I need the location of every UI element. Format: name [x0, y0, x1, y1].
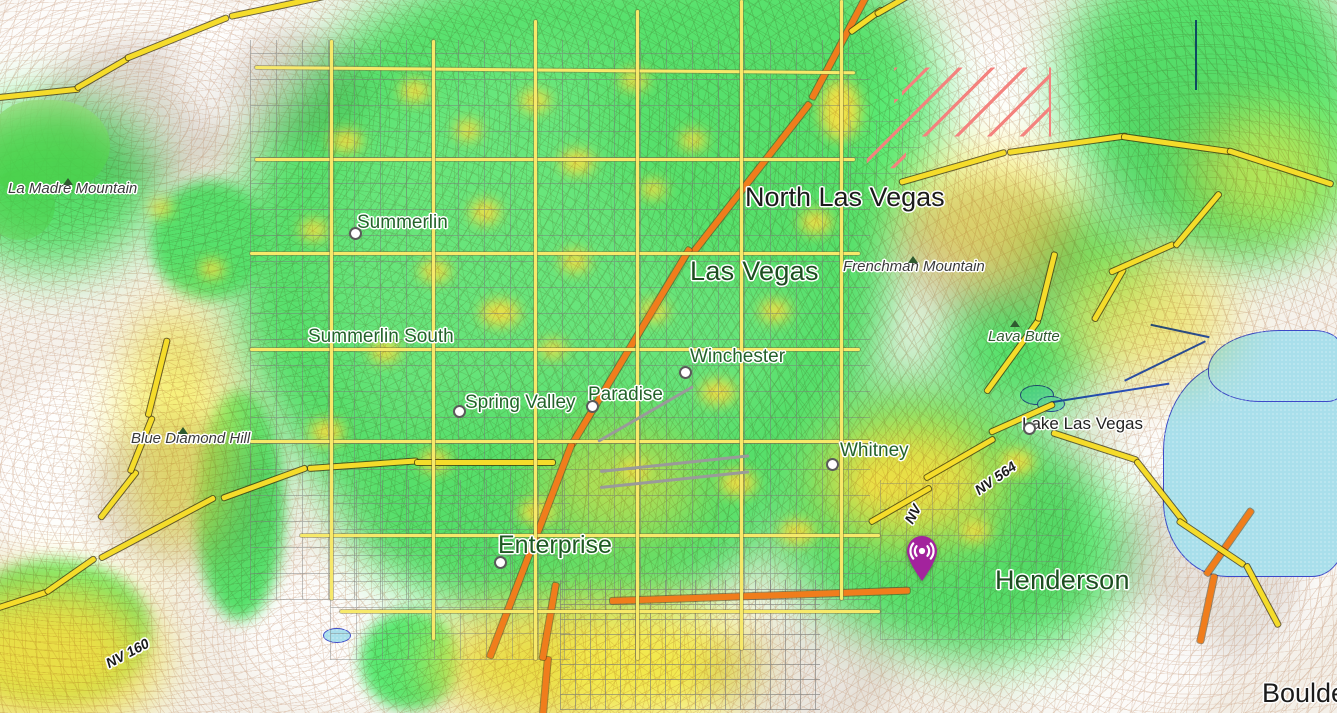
road-label-nv: NV — [901, 501, 925, 527]
city-label-boulder: Boulder — [1262, 678, 1337, 708]
city-label-winchester: Winchester — [690, 346, 786, 367]
place-dot-enterprise — [494, 556, 507, 569]
city-label-summerlin-south: Summerlin South — [308, 326, 454, 347]
city-label-spring-valley: Spring Valley — [465, 392, 576, 413]
place-dot-whitney — [826, 458, 839, 471]
road-label-nv-160: NV 160 — [102, 634, 152, 672]
place-dot-spring-valley — [453, 405, 466, 418]
city-label-lake-las-vegas: Lake Las Vegas — [1022, 414, 1143, 433]
road-label-nv-564: NV 564 — [971, 458, 1020, 498]
city-label-enterprise: Enterprise — [498, 531, 612, 559]
peak-marker-icon — [63, 178, 73, 185]
city-label-north-las-vegas: North Las Vegas — [745, 182, 945, 212]
city-label-las-vegas: Las Vegas — [690, 256, 819, 286]
broadcast-signal-icon — [909, 542, 935, 560]
feature-label-blue-diamond-hill: Blue Diamond Hill — [131, 430, 251, 447]
feature-label-lava-butte: Lava Butte — [988, 328, 1060, 345]
city-label-whitney: Whitney — [840, 440, 909, 461]
tower-location-marker[interactable] — [905, 535, 939, 581]
place-dot-paradise — [586, 400, 599, 413]
city-label-henderson: Henderson — [995, 565, 1130, 595]
city-label-paradise: Paradise — [588, 384, 663, 405]
place-dot-winchester — [679, 366, 692, 379]
peak-marker-icon — [908, 256, 918, 263]
place-dot-summerlin — [349, 227, 362, 240]
peak-marker-icon — [178, 427, 188, 434]
peak-marker-icon — [1010, 320, 1020, 327]
place-dot-lake-las-vegas — [1023, 422, 1036, 435]
city-label-summerlin: Summerlin — [357, 212, 448, 233]
